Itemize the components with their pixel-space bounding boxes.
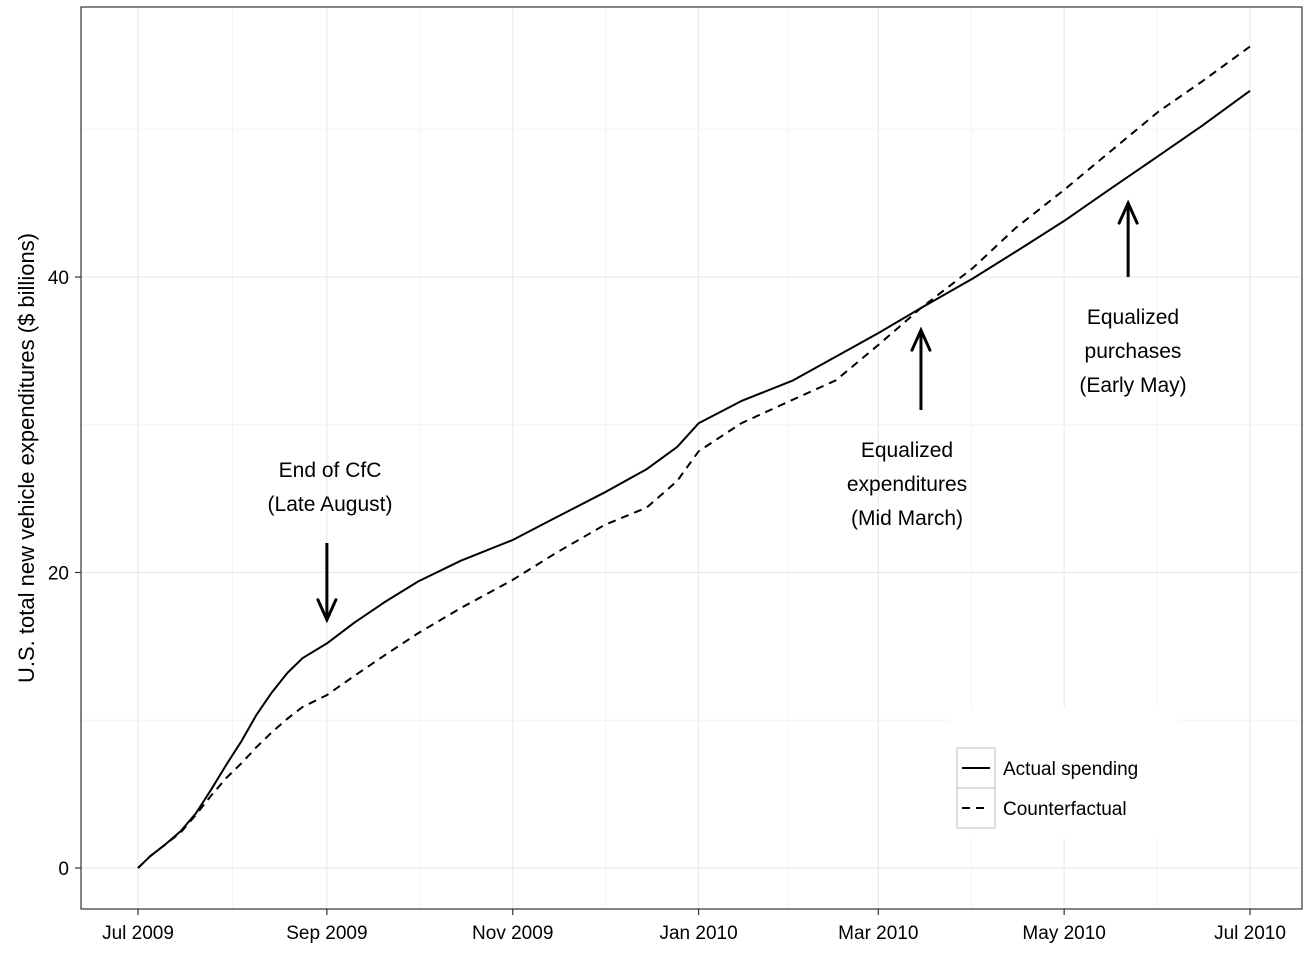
arrow-head	[316, 598, 338, 624]
annotation-text: (Mid March)	[851, 507, 963, 530]
arrow-head	[1117, 199, 1139, 225]
x-tick-label: May 2010	[1022, 923, 1105, 944]
legend: Actual spending Counterfactual	[949, 708, 1179, 838]
x-tick-label: Nov 2009	[472, 923, 553, 944]
annotation-equalized-expenditures: Equalized expenditures (Mid March)	[847, 326, 967, 530]
series-line-actual-spending	[137, 89, 1251, 869]
annotation-end-of-cfc: End of CfC (Late August)	[268, 459, 393, 624]
y-tick-label: 0	[58, 859, 69, 880]
annotation-text: End of CfC	[279, 459, 382, 482]
legend-label: Actual spending	[1003, 759, 1138, 780]
annotation-text: purchases	[1085, 340, 1182, 363]
axes-layer: Jul 2009 Sep 2009 Nov 2009 Jan 2010 Mar 2010…	[48, 6, 1303, 944]
legend-label: Counterfactual	[1003, 799, 1127, 820]
annotation-layer: End of CfC (Late August) Equalized expendit…	[268, 199, 1187, 624]
x-tick-label: Sep 2009	[286, 923, 367, 944]
x-tick-label: Mar 2010	[838, 923, 918, 944]
annotation-text: (Early May)	[1079, 374, 1186, 397]
x-tick-label: Jul 2009	[102, 923, 174, 944]
arrow-head	[910, 326, 932, 352]
y-tick-label: 20	[48, 564, 69, 585]
annotation-text: (Late August)	[268, 493, 393, 516]
series-layer	[137, 45, 1251, 869]
y-tick-label: 40	[48, 268, 69, 289]
annotation-text: Equalized	[1087, 306, 1179, 329]
y-axis-label: U.S. total new vehicle expenditures ($ b…	[14, 233, 39, 683]
x-tick-label: Jan 2010	[659, 923, 737, 944]
series-line-counterfactual	[137, 45, 1251, 869]
annotation-equalized-purchases: Equalized purchases (Early May)	[1079, 199, 1187, 397]
annotation-text: Equalized	[861, 439, 953, 462]
x-tick-label: Jul 2010	[1214, 923, 1286, 944]
panel-border	[80, 6, 1303, 910]
annotation-text: expenditures	[847, 473, 967, 496]
